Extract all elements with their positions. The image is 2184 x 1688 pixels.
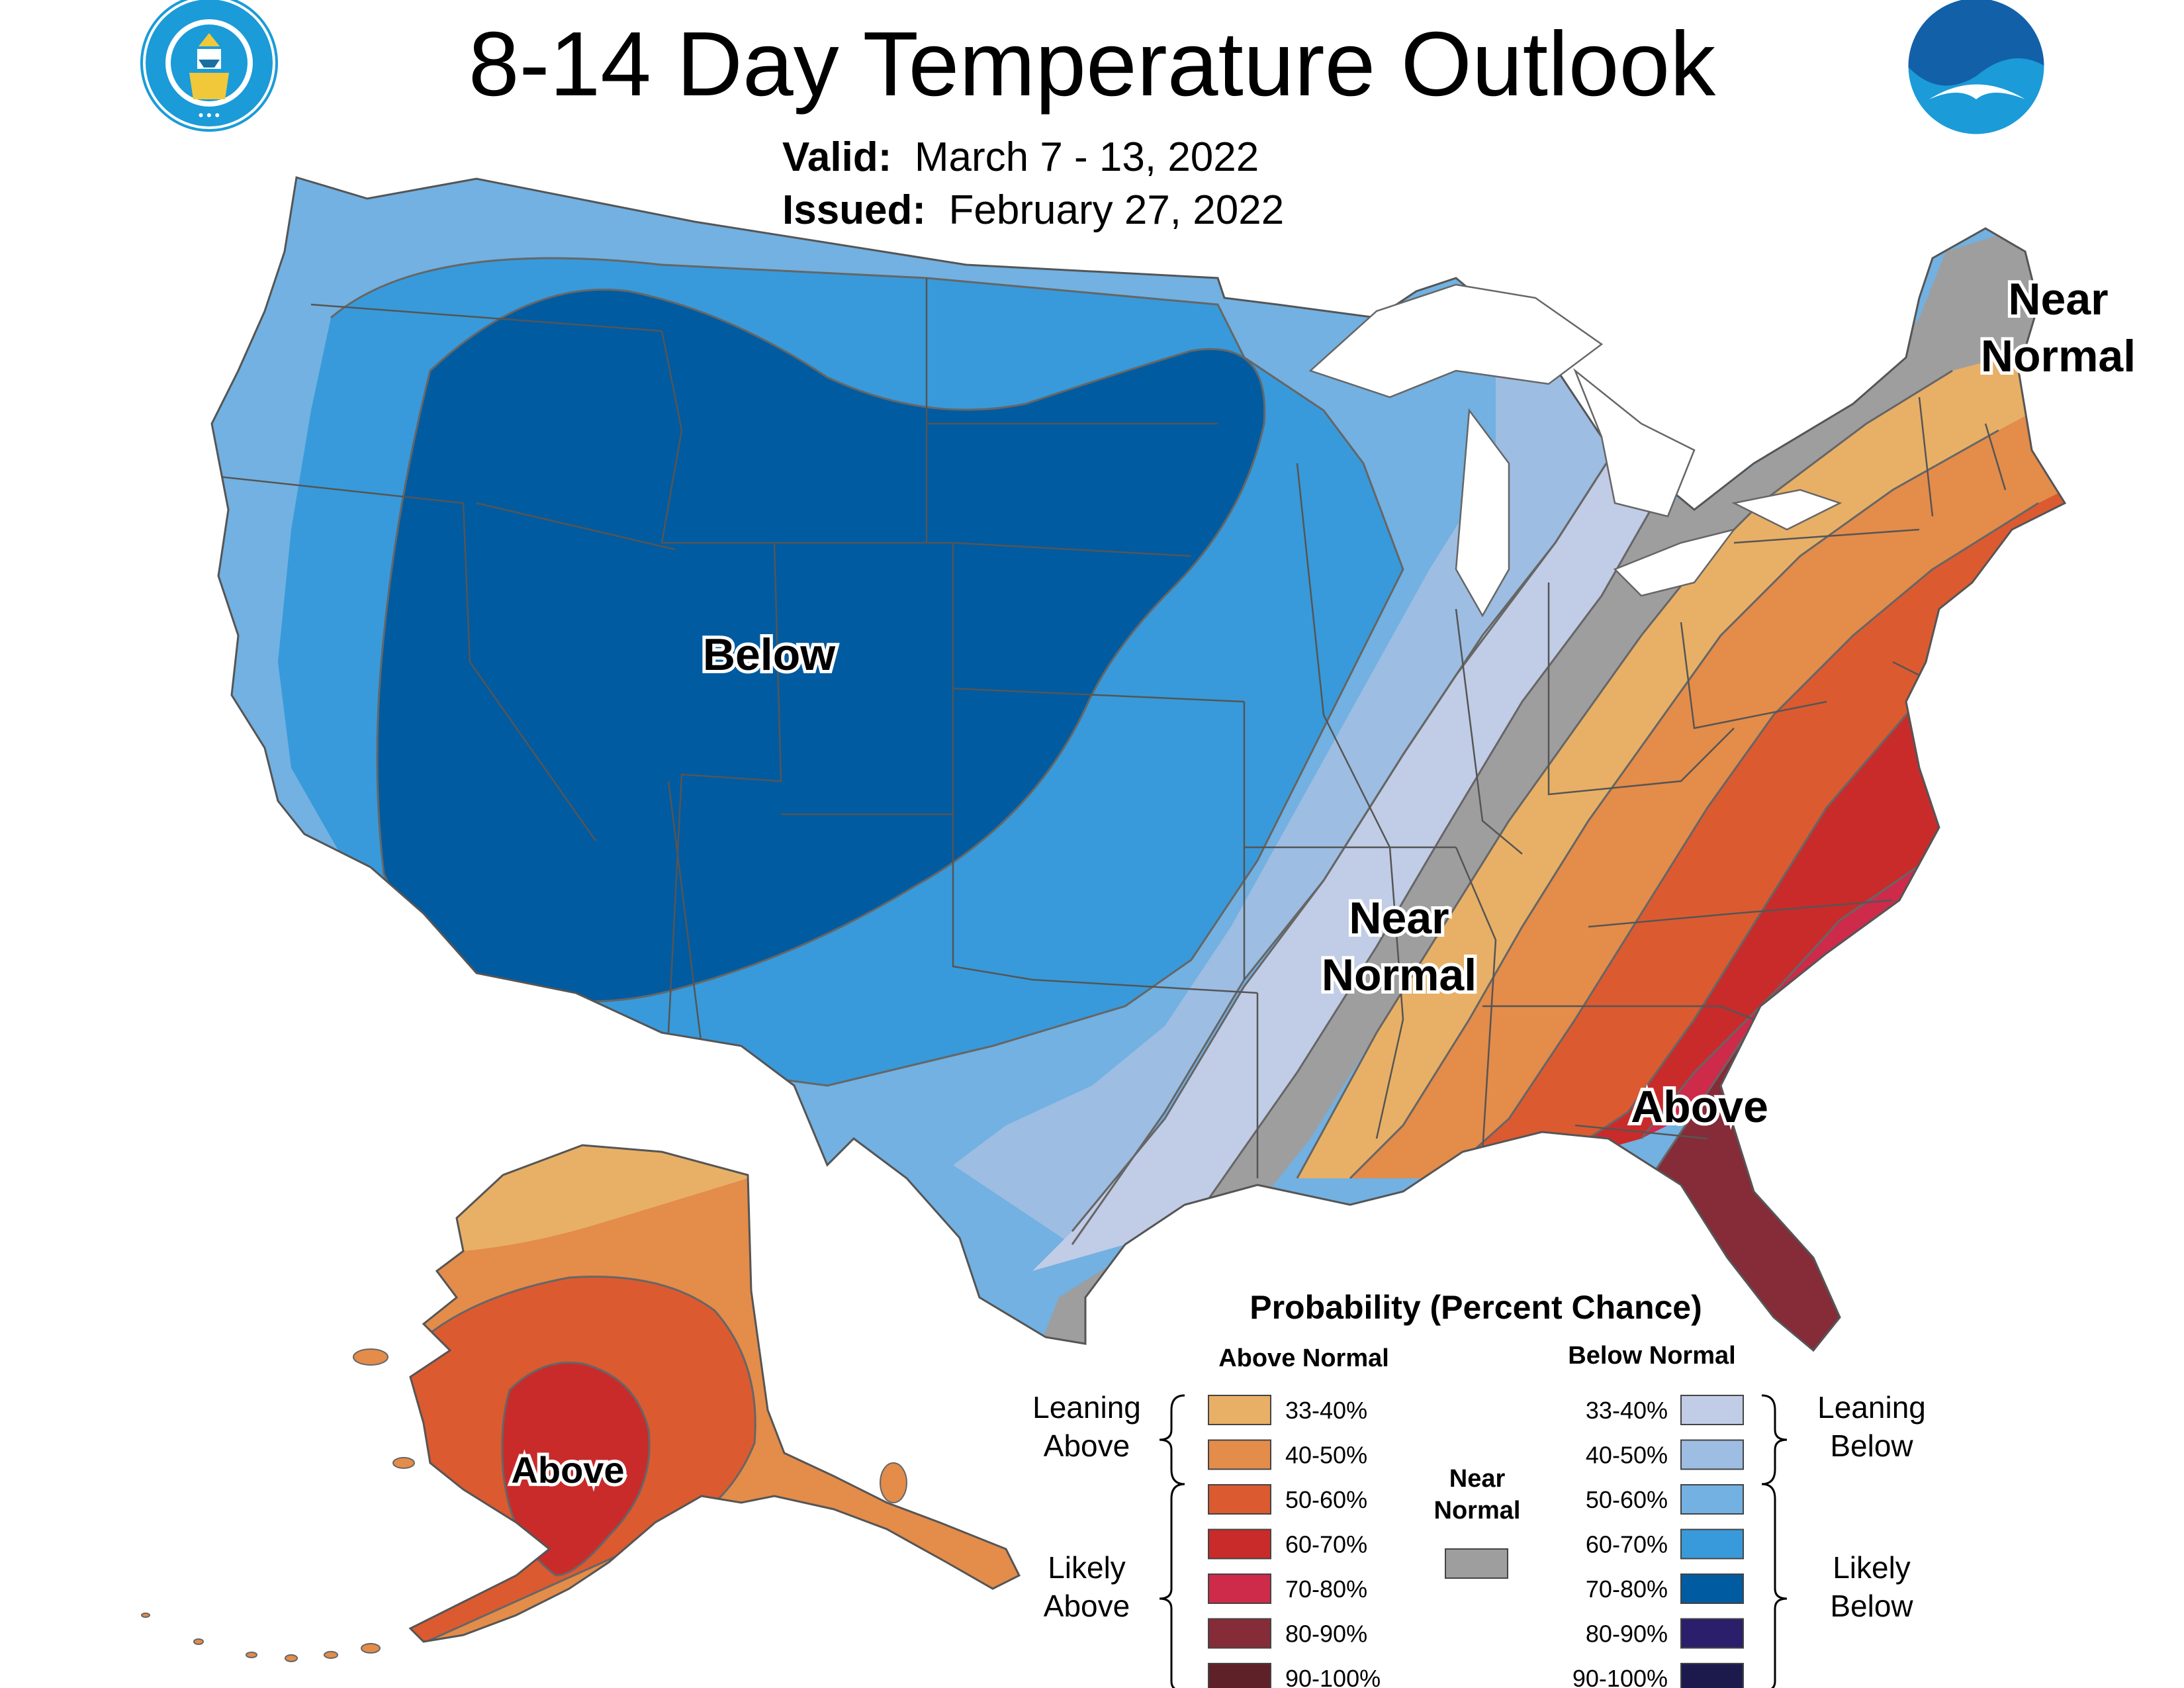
- legend-above-row-label: 60-70%: [1285, 1531, 1367, 1558]
- legend-below-row-label: 33-40%: [1586, 1397, 1668, 1424]
- issued-value: February 27, 2022: [948, 187, 1285, 233]
- label-above-alaska: Above: [511, 1449, 624, 1491]
- legend-near-header-2: Normal: [1434, 1497, 1521, 1524]
- legend-below-row-label: 50-60%: [1586, 1486, 1668, 1513]
- lake-superior: [1308, 283, 1604, 399]
- label-near-normal-central-1: Near: [1349, 893, 1449, 943]
- zone-below-40-50: [953, 305, 1615, 1244]
- legend-below-header: Below Normal: [1568, 1342, 1735, 1370]
- label-below-west: Below: [703, 630, 836, 680]
- legend-near-header-1: Near: [1449, 1465, 1506, 1493]
- legend-above-row-swatch: [1208, 1618, 1271, 1649]
- legend-below-row-label: 40-50%: [1586, 1442, 1668, 1469]
- legend: Probability (Percent Chance) Above Norma…: [1032, 1289, 1926, 1688]
- label-near-normal-ne-1: Near: [2008, 274, 2108, 324]
- lake-ontario: [1731, 489, 1843, 531]
- great-lakes: [1308, 283, 1843, 618]
- legend-below-row-swatch: [1680, 1618, 1744, 1649]
- legend-above-row-label: 80-90%: [1285, 1620, 1367, 1648]
- legend-above-row-label: 70-80%: [1285, 1575, 1367, 1603]
- valid-line: Valid: March 7 - 13, 2022: [782, 134, 1259, 181]
- likely-below-1: Likely: [1833, 1550, 1911, 1585]
- legend-above-row-label: 33-40%: [1285, 1397, 1367, 1424]
- legend-above-row-label: 50-60%: [1285, 1486, 1367, 1513]
- zone-below-70-80: [376, 289, 1266, 1003]
- legend-above-row-swatch: [1208, 1484, 1271, 1515]
- likely-below-2: Below: [1830, 1589, 1913, 1623]
- legend-above-rows: 33-40% 40-50% 50-60% 60-70% 70-80% 80-90% 90-1…: [1208, 1395, 1381, 1688]
- legend-below-row-swatch: [1680, 1573, 1744, 1604]
- leaning-above-1: Leaning: [1032, 1390, 1141, 1425]
- ak-zone-above-60-70: [501, 1361, 651, 1577]
- legend-below-row-label: 80-90%: [1586, 1620, 1668, 1648]
- legend-below-row-label: 60-70%: [1586, 1531, 1668, 1558]
- legend-above-row-label: 40-50%: [1285, 1442, 1367, 1469]
- noaa-logo-icon: [1906, 0, 2046, 136]
- legend-below-rows: 33-40% 40-50% 50-60% 60-70% 70-80% 80-90% 90-1…: [1572, 1395, 1744, 1688]
- state-boundaries: [218, 278, 2007, 1178]
- valid-value: March 7 - 13, 2022: [914, 134, 1259, 180]
- leaning-below-2: Below: [1830, 1429, 1913, 1463]
- legend-above-row-swatch: [1208, 1439, 1271, 1470]
- legend-above-row-swatch: [1208, 1663, 1271, 1688]
- leaning-below-1: Leaning: [1817, 1390, 1926, 1425]
- lake-huron: [1573, 368, 1696, 518]
- zone-contours: [330, 257, 2039, 1245]
- doc-seal-icon: ● ● ●: [140, 0, 278, 132]
- legend-braces: [1159, 1394, 1788, 1688]
- label-above-southeast: Above: [1631, 1082, 1768, 1132]
- legend-above-row-label: 90-100%: [1285, 1665, 1381, 1688]
- page-title: 8-14 Day Temperature Outlook: [468, 13, 1716, 115]
- legend-below-row-swatch: [1680, 1484, 1744, 1515]
- valid-label: Valid:: [782, 134, 892, 180]
- aleutian-islands: [141, 1348, 907, 1662]
- zone-above-40-50: [1350, 384, 2065, 1178]
- legend-below-row-swatch: [1680, 1395, 1744, 1425]
- likely-above-1: Likely: [1048, 1550, 1126, 1585]
- map-region-labels: Below Near Normal Near Normal Above Abov…: [508, 271, 2139, 1494]
- alaska-outline: [408, 1144, 1021, 1643]
- label-near-normal-ne-2: Normal: [1981, 331, 2136, 381]
- legend-below-row-label: 90-100%: [1572, 1665, 1668, 1688]
- lake-michigan: [1455, 408, 1510, 618]
- svg-text:● ● ●: ● ● ●: [198, 109, 220, 120]
- legend-above-row-swatch: [1208, 1395, 1271, 1425]
- legend-above-row-swatch: [1208, 1528, 1271, 1560]
- legend-above-row-swatch: [1208, 1573, 1271, 1604]
- legend-title: Probability (Percent Chance): [1250, 1289, 1702, 1326]
- zone-near-normal: [1032, 218, 2065, 1350]
- legend-below-row-swatch: [1680, 1439, 1744, 1470]
- zone-below-33-40: [1032, 450, 1655, 1271]
- legend-below-row-label: 70-80%: [1586, 1575, 1668, 1603]
- issued-label: Issued:: [782, 187, 927, 233]
- zone-above-70-80: [1641, 834, 2065, 1139]
- legend-below-row-swatch: [1680, 1663, 1744, 1688]
- legend-below-row-swatch: [1680, 1528, 1744, 1560]
- legend-near-swatch: [1445, 1548, 1508, 1579]
- likely-above-2: Above: [1044, 1589, 1130, 1623]
- lake-erie: [1613, 528, 1737, 597]
- issued-line: Issued: February 27, 2022: [782, 187, 1284, 234]
- leaning-above-2: Above: [1044, 1429, 1130, 1463]
- legend-above-header: Above Normal: [1218, 1344, 1389, 1372]
- label-near-normal-central-2: Normal: [1322, 950, 1477, 1000]
